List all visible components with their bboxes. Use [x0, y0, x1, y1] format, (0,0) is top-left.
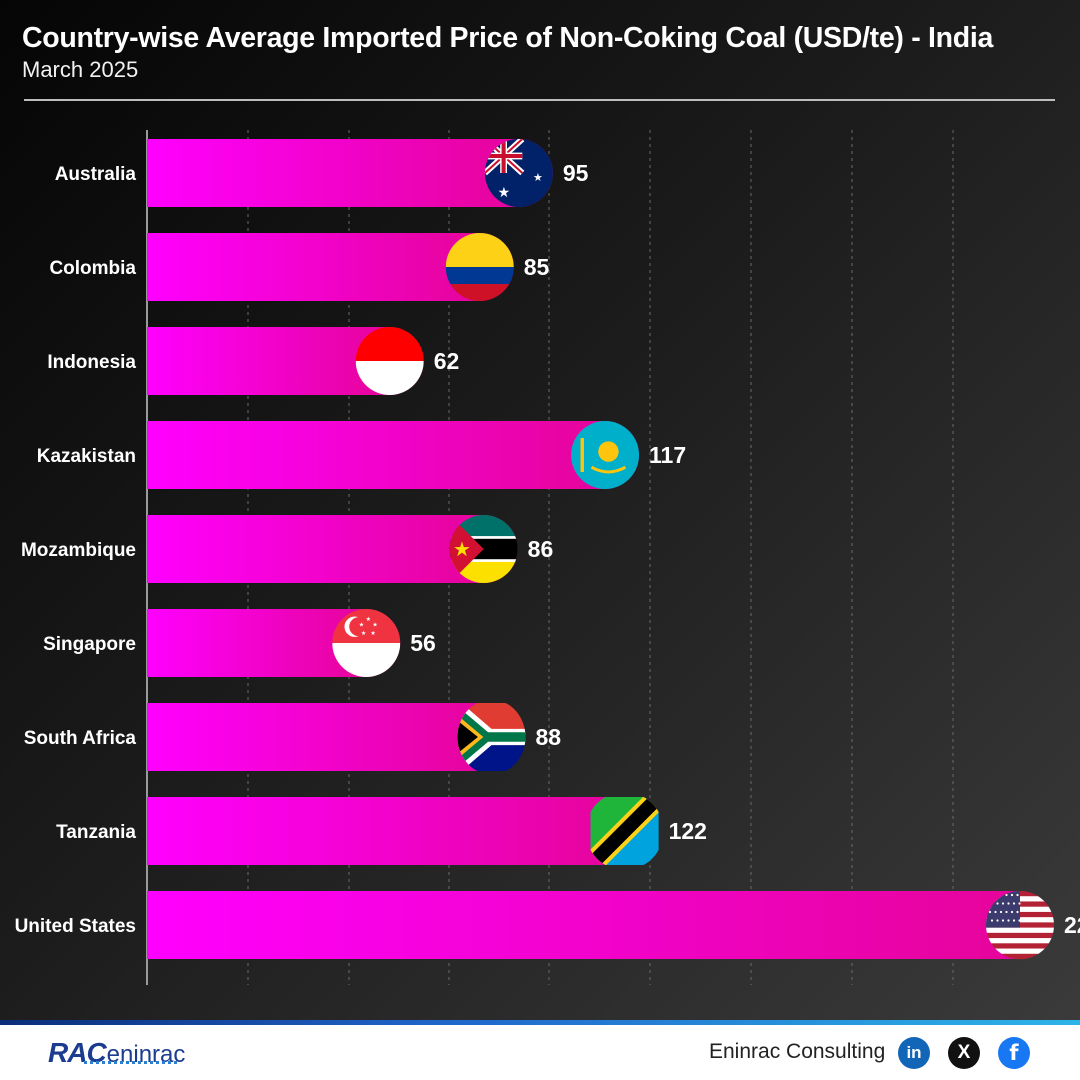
- eninrac-logo: RAC eninrac: [48, 1037, 185, 1069]
- category-label: South Africa: [24, 728, 137, 749]
- indonesia-flag: [355, 327, 424, 395]
- linkedin-icon[interactable]: in: [898, 1037, 930, 1069]
- svg-text:★: ★: [370, 630, 375, 637]
- svg-text:★: ★: [359, 622, 364, 629]
- kazakhstan-flag: [571, 421, 640, 489]
- value-label: 86: [528, 536, 554, 562]
- mozambique-flag: ★: [449, 515, 518, 583]
- category-label: Australia: [55, 164, 137, 185]
- logo-rac-text: RAC: [48, 1037, 107, 1068]
- category-label: Colombia: [49, 258, 136, 279]
- category-label: Mozambique: [21, 540, 136, 561]
- logo-eninrac-text: eninrac: [106, 1041, 186, 1068]
- bar: [147, 421, 606, 489]
- x-icon[interactable]: X: [948, 1037, 980, 1069]
- category-label: Tanzania: [56, 822, 136, 843]
- svg-text:★: ★: [366, 616, 371, 623]
- bar: [147, 327, 390, 395]
- svg-text:★: ★: [372, 622, 377, 629]
- header-divider: [24, 99, 1055, 101]
- singapore-flag: ★★★★★: [332, 609, 401, 677]
- australia-flag: ★★: [484, 139, 553, 207]
- chart-title: Country-wise Average Imported Price of N…: [22, 22, 994, 54]
- company-name: Eninrac Consulting: [709, 1040, 886, 1063]
- bar: [147, 891, 1020, 959]
- chart-subtitle: March 2025: [22, 56, 139, 82]
- bar: [147, 515, 484, 583]
- value-label: 122: [669, 818, 707, 844]
- svg-text:★: ★: [498, 184, 511, 200]
- category-label: Singapore: [43, 634, 136, 655]
- bar: [147, 703, 492, 771]
- facebook-icon[interactable]: f: [998, 1037, 1030, 1069]
- bar: [147, 139, 519, 207]
- category-label: Kazakistan: [37, 446, 136, 467]
- svg-text:★: ★: [453, 539, 471, 561]
- value-label: 223: [1064, 912, 1080, 938]
- value-label: 88: [536, 724, 562, 750]
- value-label: 117: [649, 442, 686, 468]
- svg-text:★: ★: [361, 630, 366, 637]
- category-label: United States: [15, 916, 136, 937]
- category-label: Indonesia: [47, 352, 136, 373]
- header: Country-wise Average Imported Price of N…: [22, 22, 1060, 83]
- logo-dots: [84, 1061, 180, 1064]
- bar: [147, 797, 625, 865]
- value-label: 62: [434, 348, 460, 374]
- svg-text:★: ★: [533, 172, 543, 184]
- united-states-flag: [986, 891, 1054, 960]
- value-label: 85: [524, 254, 550, 280]
- colombia-flag: [445, 233, 514, 301]
- south-africa-flag: [457, 699, 526, 775]
- bar: [147, 609, 367, 677]
- value-label: 95: [563, 160, 589, 186]
- tanzania-flag: [585, 792, 664, 870]
- value-label: 56: [410, 630, 436, 656]
- bar: [147, 233, 480, 301]
- footer: RAC eninrac Eninrac Consulting in X f: [0, 1025, 1080, 1080]
- footer-accent-band: [0, 1020, 1080, 1025]
